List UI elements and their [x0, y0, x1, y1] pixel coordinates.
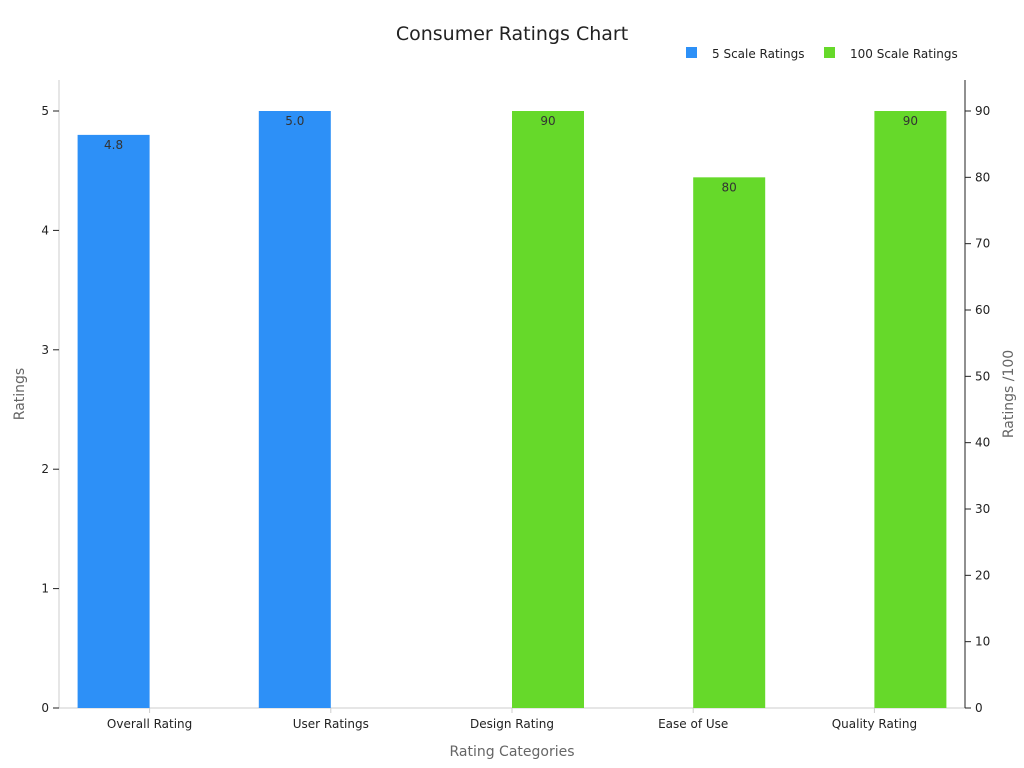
legend: 5 Scale Ratings 100 Scale Ratings [686, 47, 958, 61]
chart-title: Consumer Ratings Chart [396, 23, 628, 45]
x-tick-label-design-rating: Design Rating [470, 717, 554, 731]
y2-tick-label: 0 [975, 701, 983, 715]
y-axis-title: Ratings [12, 368, 28, 420]
legend-swatch-100-scale [824, 47, 835, 58]
legend-label-100-scale: 100 Scale Ratings [850, 47, 958, 61]
bar-100-scale-ratings-quality-rating [874, 111, 947, 708]
y-tick-label: 2 [41, 462, 49, 476]
x-tick-label-quality-rating: Quality Rating [832, 717, 917, 731]
x-tick-label-user-ratings: User Ratings [293, 717, 369, 731]
legend-item-100-scale[interactable]: 100 Scale Ratings [824, 47, 958, 61]
y2-tick-label: 40 [975, 436, 990, 450]
y2-tick-label: 80 [975, 170, 990, 184]
x-tick-label-ease-of-use: Ease of Use [658, 717, 728, 731]
y-tick-label: 1 [41, 582, 49, 596]
data-label-quality-rating: 90 [903, 114, 918, 128]
legend-item-5-scale[interactable]: 5 Scale Ratings [686, 47, 805, 61]
data-label-overall-rating: 4.8 [104, 138, 123, 152]
data-label-user-ratings: 5.0 [285, 114, 304, 128]
legend-label-5-scale: 5 Scale Ratings [712, 47, 805, 61]
y2-tick-label: 30 [975, 502, 990, 516]
y2-tick-label: 90 [975, 104, 990, 118]
y2-tick-label: 60 [975, 303, 990, 317]
bar-5-scale-ratings-user-ratings [258, 111, 331, 708]
x-tick-label-overall-rating: Overall Rating [107, 717, 192, 731]
y-tick-label: 3 [41, 343, 49, 357]
y2-tick-label: 20 [975, 568, 990, 582]
y2-tick-label: 10 [975, 635, 990, 649]
y2-tick-label: 70 [975, 237, 990, 251]
y2-tick-label: 50 [975, 369, 990, 383]
data-label-ease-of-use: 80 [722, 180, 737, 194]
y-tick-label: 4 [41, 223, 49, 237]
y2-axis-title: Ratings /100 [1001, 350, 1017, 438]
y-tick-label: 5 [41, 104, 49, 118]
data-label-design-rating: 90 [540, 114, 555, 128]
bar-100-scale-ratings-ease-of-use [693, 177, 766, 709]
y-tick-label: 0 [41, 701, 49, 715]
legend-swatch-5-scale [686, 47, 697, 58]
x-axis-title: Rating Categories [449, 744, 574, 760]
bar-5-scale-ratings-overall-rating [77, 134, 150, 708]
bar-100-scale-ratings-design-rating [512, 111, 584, 708]
